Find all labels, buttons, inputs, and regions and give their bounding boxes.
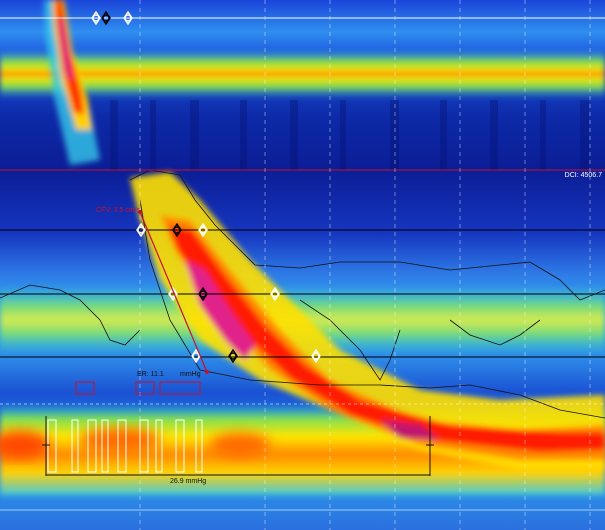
isobar-contours [0,169,605,419]
event-window-boxes [47,419,203,473]
cursor-markers-active[interactable] [101,10,238,364]
cfv-readout: CFV: 3.5 cm/s [96,207,141,214]
vertical-striping [110,100,589,170]
cursor-markers[interactable] [91,10,321,364]
er-unit: mmHg [180,371,201,378]
cfv-start-dot [138,210,142,214]
peristaltic-wave [130,172,605,470]
cfv-anchor-dot [205,370,209,374]
event-marker-boxes [75,381,201,395]
diamond-cursor-icon[interactable] [92,14,100,22]
pressure-readout: 26.9 mmHg [170,478,207,485]
er-readout: ER: 11.1 [137,371,164,378]
swallow-streak [44,0,100,165]
cfv-slope-line [139,211,208,373]
pressure-brackets [42,416,434,476]
upper-pressure-band [0,50,605,98]
dci-readout: DCI: 4506.7 [564,172,602,179]
lower-band-hotspots [0,428,270,459]
